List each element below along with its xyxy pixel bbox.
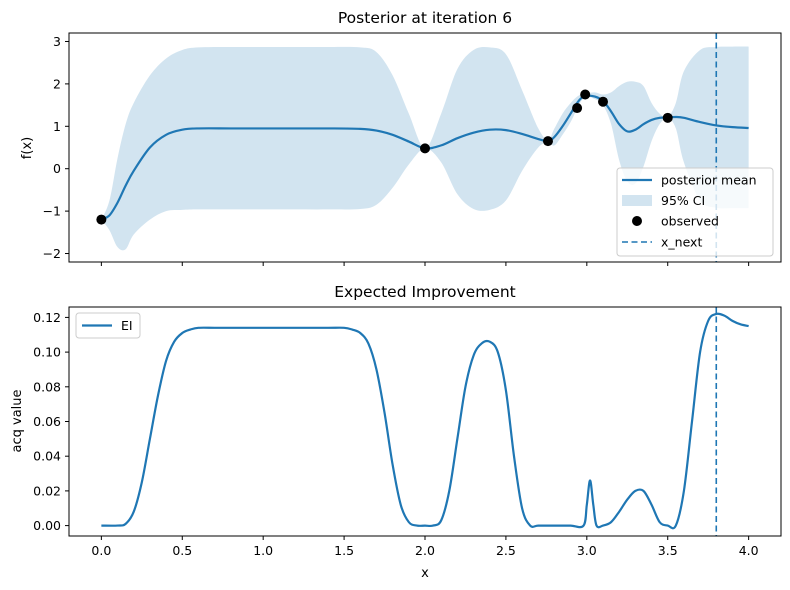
ei-y-label: acq value: [10, 389, 25, 452]
posterior-mean-line: [100, 94, 749, 221]
y-tick-label: −1: [43, 204, 61, 219]
legend-swatch-ci: [622, 195, 652, 206]
ei-panel: Expected Improvement 0.000.020.040.060.0…: [10, 283, 782, 581]
observed-point: [572, 103, 583, 114]
x-tick-label: 1.5: [334, 543, 354, 558]
legend-label-ci: 95% CI: [661, 193, 705, 208]
legend-label-mean: posterior mean: [661, 173, 757, 188]
posterior-x-ticks: [100, 262, 750, 266]
x-tick-label: 1.0: [253, 543, 273, 558]
posterior-y-ticks: −2 −1 0 1 2 3: [43, 34, 69, 261]
legend-label-ei: EI: [121, 318, 133, 333]
observed-points: [96, 89, 673, 225]
x-tick-label: 0.0: [91, 543, 111, 558]
y-tick-label: 0.12: [33, 310, 61, 325]
observed-point: [420, 143, 430, 154]
x-tick-label: 4.0: [739, 543, 759, 558]
observed-point: [598, 96, 608, 107]
y-tick-label: 3: [53, 34, 61, 49]
y-tick-label: 0.06: [33, 414, 61, 429]
x-tick-label: 3.0: [577, 543, 597, 558]
y-tick-label: 0.04: [33, 449, 61, 464]
y-tick-label: 1: [53, 119, 61, 134]
legend-swatch-observed: [632, 216, 642, 226]
legend-label-observed: observed: [661, 214, 719, 229]
legend-label-x-next: x_next: [661, 235, 702, 250]
ei-title: Expected Improvement: [334, 283, 516, 301]
x-tick-label: 0.5: [172, 543, 192, 558]
ci-band: [101, 46, 749, 251]
observed-point: [662, 112, 673, 123]
observed-point: [580, 89, 591, 100]
posterior-axes-frame: [68, 32, 782, 263]
ei-x-ticks: 0.0 0.5 1.0 1.5 2.0 2.5 3.0 3.5 4.0: [91, 536, 759, 558]
x-tick-label: 3.5: [658, 543, 678, 558]
posterior-legend: posterior mean 95% CI observed x_next: [616, 167, 774, 257]
posterior-y-label: f(x): [20, 137, 35, 159]
y-tick-label: 0.00: [33, 518, 61, 533]
y-tick-label: 2: [53, 76, 61, 91]
y-tick-label: −2: [43, 246, 61, 261]
ei-y-ticks: 0.00 0.02 0.04 0.06 0.08 0.10 0.12: [33, 310, 69, 533]
ei-legend: EI: [75, 312, 141, 339]
x-tick-label: 2.5: [496, 543, 516, 558]
posterior-legend-box: [616, 167, 774, 257]
observed-point: [542, 136, 553, 147]
y-tick-label: 0: [53, 161, 61, 176]
ei-x-label: x: [421, 566, 429, 581]
ei-line: [101, 312, 749, 530]
observed-point: [96, 214, 107, 225]
x-tick-label: 2.0: [415, 543, 435, 558]
y-tick-label: 0.08: [33, 379, 61, 394]
y-tick-label: 0.02: [33, 483, 61, 498]
ei-axes-frame: [68, 306, 782, 537]
posterior-panel: Posterior at iteration 6 −2 −1 0 1 2 3 f(x) p…: [20, 9, 782, 266]
y-tick-label: 0.10: [33, 345, 61, 360]
posterior-title: Posterior at iteration 6: [338, 9, 512, 27]
